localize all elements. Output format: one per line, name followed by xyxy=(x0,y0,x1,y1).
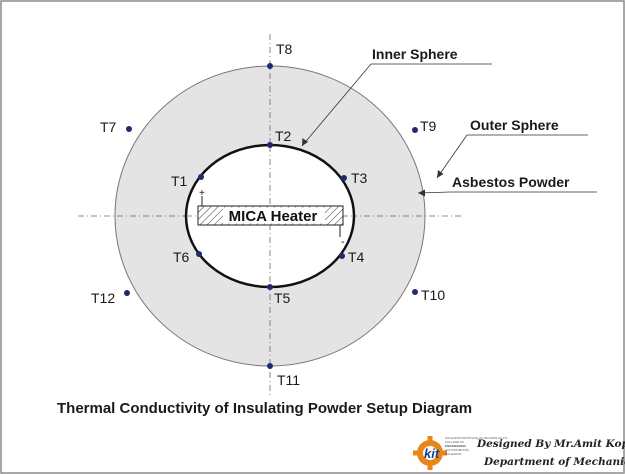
heater-label: MICA Heater xyxy=(229,208,318,225)
credit-designer: Designed By Mr.Amit Kopardekar xyxy=(476,438,625,450)
callout-inner-sphere: Inner Sphere xyxy=(301,46,492,147)
label-t1: T1 xyxy=(171,173,188,189)
thermocouple-labels: T1 T2 T3 T4 T5 T6 T7 T8 T9 T10 T11 T12 xyxy=(91,41,445,388)
inner-sphere-label: Inner Sphere xyxy=(372,46,458,62)
thermocouple-dot-t3 xyxy=(341,175,347,181)
label-t3: T3 xyxy=(351,170,368,186)
callout-asbestos-powder: Asbestos Powder xyxy=(417,174,597,197)
thermocouple-dot-t12 xyxy=(124,290,130,296)
credit-department: Department of Mechanical Engg. xyxy=(483,456,625,468)
thermocouple-dot-t2 xyxy=(267,142,273,148)
label-t2: T2 xyxy=(275,128,292,144)
thermocouple-dot-t6 xyxy=(196,251,202,257)
diagram-title: Thermal Conductivity of Insulating Powde… xyxy=(57,400,472,417)
label-t6: T6 xyxy=(173,249,190,265)
mica-heater: MICA Heater + - xyxy=(197,188,345,248)
label-t10: T10 xyxy=(421,287,445,303)
logo-mark: kit xyxy=(424,446,440,461)
thermocouple-dot-t9 xyxy=(412,127,418,133)
callout-outer-sphere: Outer Sphere xyxy=(436,117,588,179)
logo-line-2: COLLEGE OF xyxy=(445,440,464,444)
thermocouple-dot-t5 xyxy=(267,284,273,290)
college-logo: kit KOLHAPUR INSTITUTE OF TECHNOLOGY'S C… xyxy=(413,436,507,470)
thermocouple-dot-t1 xyxy=(198,174,204,180)
label-t4: T4 xyxy=(348,249,365,265)
thermocouple-dot-t8 xyxy=(267,63,273,69)
thermocouple-dot-t11 xyxy=(267,363,273,369)
logo-line-3: ENGINEERING xyxy=(445,444,467,448)
thermocouple-dots xyxy=(124,63,418,369)
logo-line-1: KOLHAPUR INSTITUTE OF TECHNOLOGY'S xyxy=(445,436,507,440)
asbestos-powder-label: Asbestos Powder xyxy=(452,174,570,190)
label-t5: T5 xyxy=(274,290,291,306)
negative-terminal: - xyxy=(341,236,345,248)
label-t11: T11 xyxy=(277,372,300,388)
label-t9: T9 xyxy=(420,118,437,134)
thermocouple-dot-t7 xyxy=(126,126,132,132)
label-t8: T8 xyxy=(276,41,293,57)
thermocouple-dot-t4 xyxy=(339,253,345,259)
outer-sphere-label: Outer Sphere xyxy=(470,117,559,133)
logo-line-5: KOLHAPUR xyxy=(445,452,462,456)
positive-terminal: + xyxy=(199,188,205,199)
label-t12: T12 xyxy=(91,290,115,306)
label-t7: T7 xyxy=(100,119,117,135)
logo-line-4: (AUTONOMOUS) xyxy=(445,448,469,452)
thermocouple-dot-t10 xyxy=(412,289,418,295)
